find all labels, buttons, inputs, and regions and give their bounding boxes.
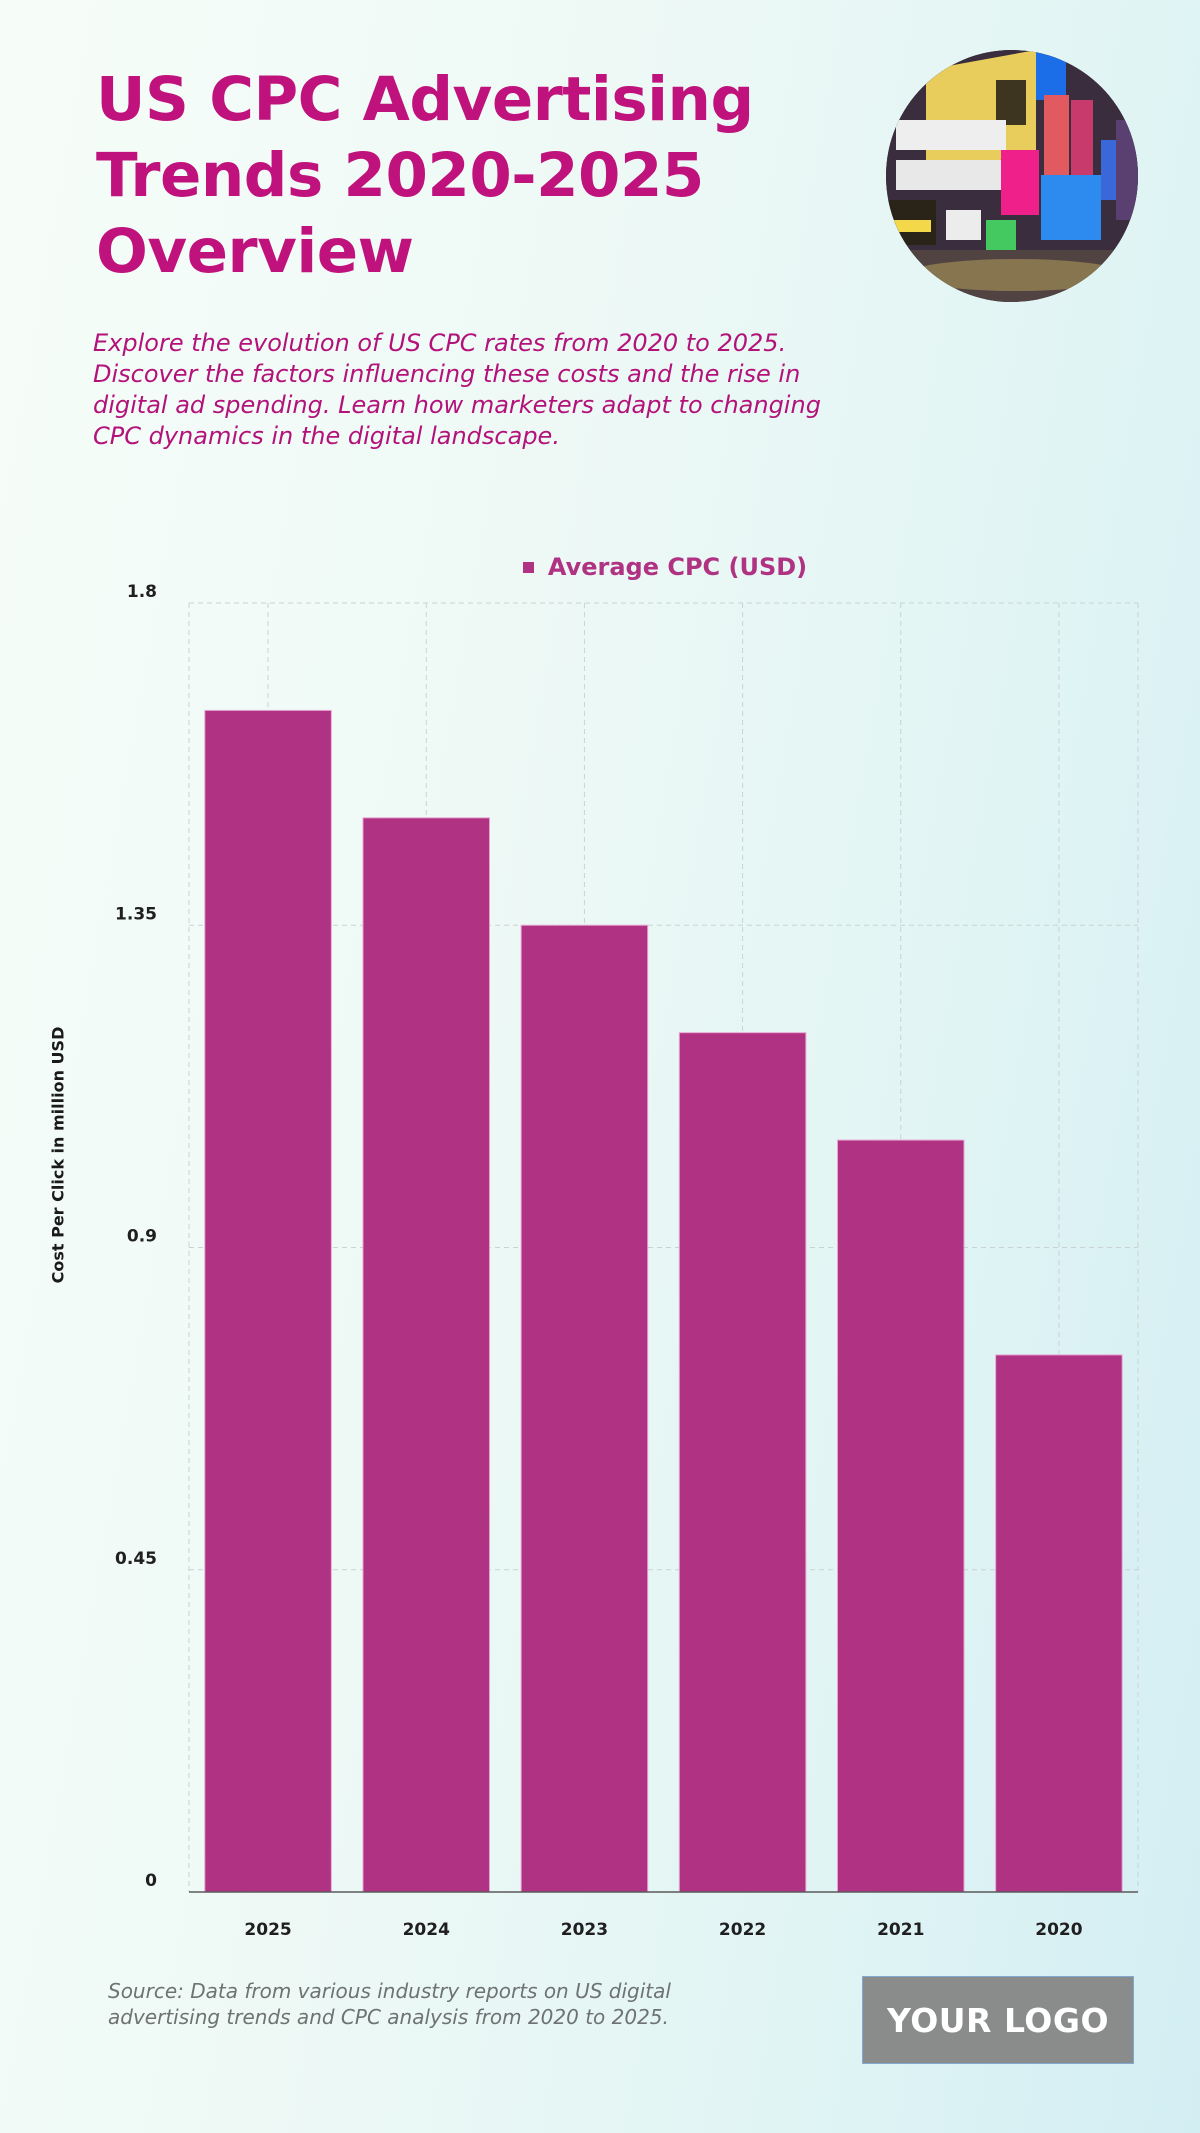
bar-2022: [678, 1032, 807, 1893]
x-tick-label: 2020: [1035, 1920, 1082, 1940]
x-tick-label: 2021: [877, 1920, 924, 1940]
bar-2020: [995, 1354, 1123, 1893]
y-tick-label: 0: [145, 1871, 157, 1891]
logo-text: YOUR LOGO: [886, 2000, 1109, 2040]
page-title: US CPC Advertising Trends 2020-2025 Over…: [96, 64, 754, 287]
bar-2021: [836, 1139, 965, 1893]
bar-2023: [520, 924, 649, 1893]
y-tick-label: 1.8: [127, 582, 157, 602]
chart-legend: Average CPC (USD): [0, 553, 1200, 581]
bar-2025: [204, 709, 332, 1893]
logo-placeholder: YOUR LOGO: [862, 1976, 1134, 2064]
x-tick-label: 2023: [561, 1920, 608, 1940]
legend-swatch-icon: [522, 561, 534, 573]
hero-image: [886, 50, 1138, 302]
x-tick-label: 2024: [403, 1920, 450, 1940]
chart-bars: [204, 709, 1123, 1893]
billboard-photo-icon: [886, 50, 1138, 302]
x-tick-label: 2025: [244, 1920, 291, 1940]
y-tick-label: 0.9: [127, 1227, 157, 1247]
x-axis-ticks: 2025 2024 2023 2022 2021 2020: [244, 1920, 1082, 1940]
y-axis-ticks: 0 0.45 0.9 1.35 1.8: [115, 582, 157, 1891]
page-subtitle: Explore the evolution of US CPC rates fr…: [93, 329, 821, 450]
legend-label: Average CPC (USD): [547, 553, 808, 581]
y-tick-label: 0.45: [115, 1549, 157, 1569]
y-tick-label: 1.35: [115, 904, 157, 924]
x-tick-label: 2022: [719, 1920, 766, 1940]
bar-2024: [362, 817, 491, 1893]
source-note: Source: Data from various industry repor…: [108, 1979, 671, 2029]
